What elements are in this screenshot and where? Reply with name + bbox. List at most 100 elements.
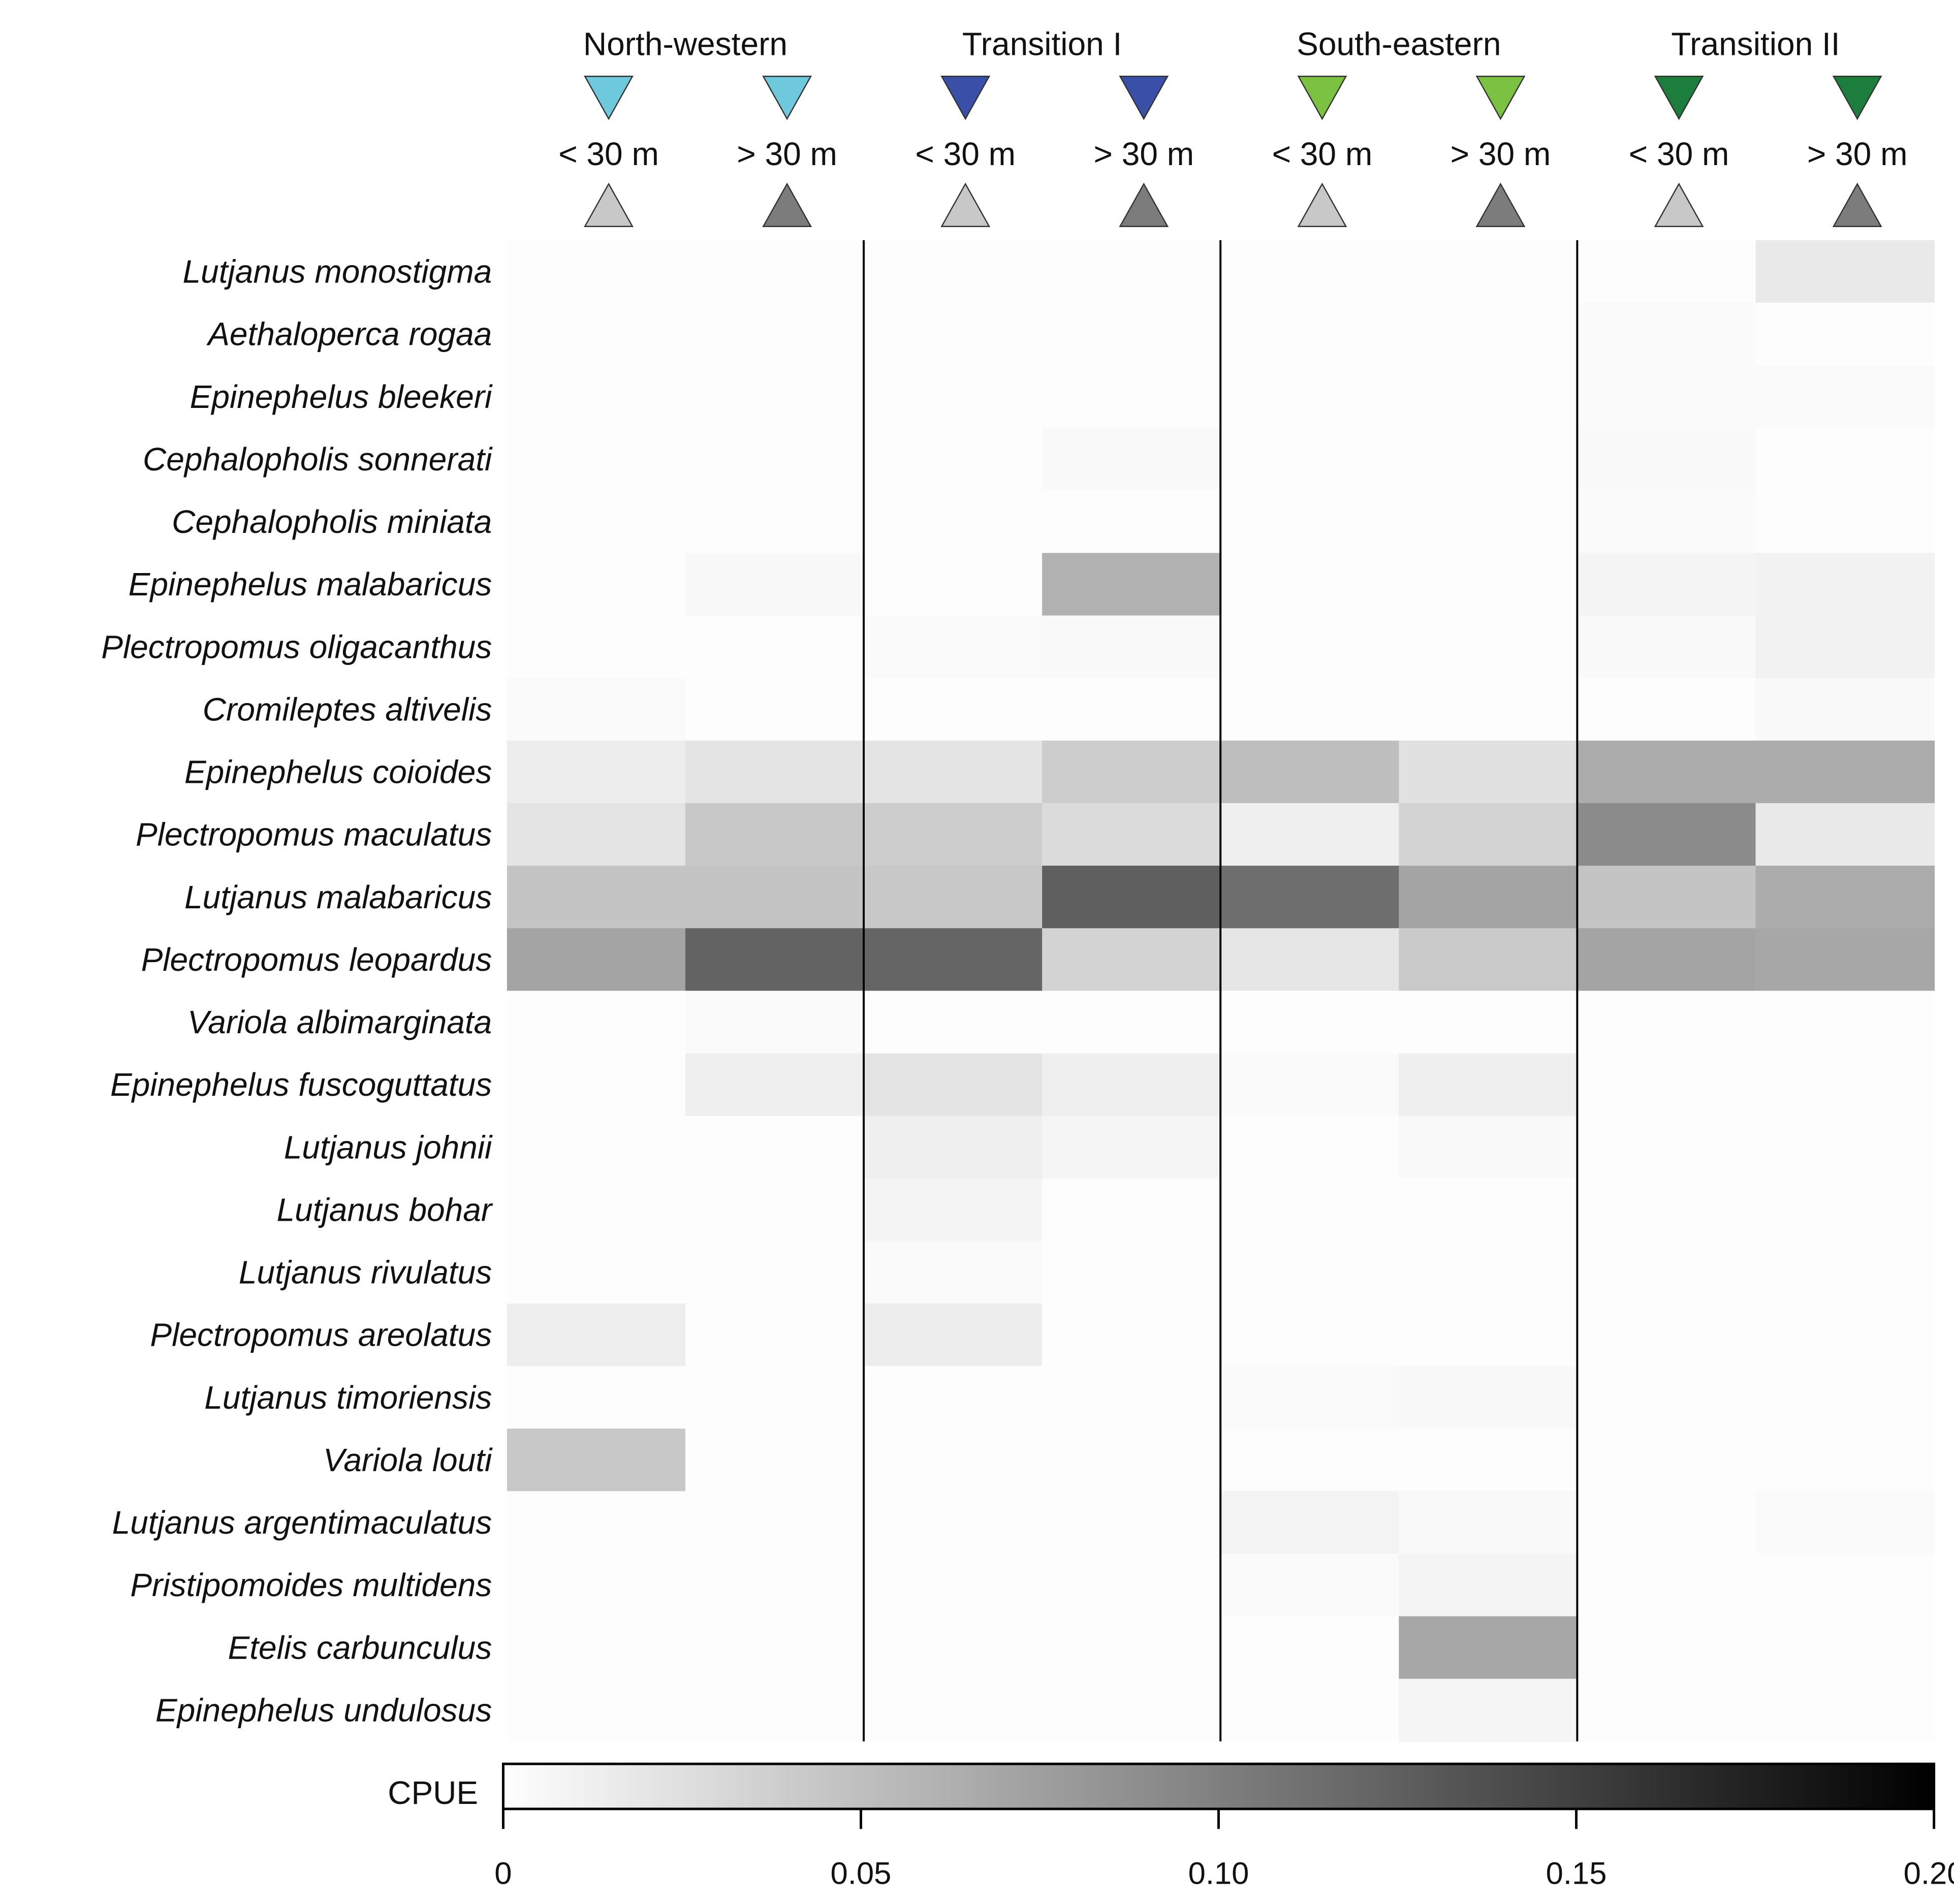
heatmap-cell-epinephelus-coioides-col2 <box>685 740 865 804</box>
heatmap-cell-cromileptes-altivelis-col4 <box>1042 678 1221 742</box>
heatmap-cell-plectropomus-areolatus-col7 <box>1577 1303 1756 1367</box>
heatmap-cell-variola-louti-col3 <box>864 1429 1043 1492</box>
heatmap-cell-variola-louti-col8 <box>1755 1429 1935 1492</box>
heatmap-cell-etelis-carbunculus-col2 <box>685 1616 865 1680</box>
heatmap-cell-lutjanus-argentimaculatus-col3 <box>864 1491 1043 1554</box>
heatmap-cell-plectropomus-areolatus-col5 <box>1220 1303 1400 1367</box>
heatmap-cell-epinephelus-malabaricus-col7 <box>1577 553 1756 617</box>
heatmap-cell-lutjanus-johnii-col6 <box>1399 1116 1578 1180</box>
heatmap-cell-cephalopholis-sonnerati-col5 <box>1220 428 1400 491</box>
species-label: Variola louti <box>323 1442 493 1478</box>
heatmap-cell-lutjanus-johnii-col3 <box>864 1116 1043 1180</box>
heatmap-cell-lutjanus-johnii-col4 <box>1042 1116 1221 1180</box>
species-label: Variola albimarginata <box>187 1004 492 1040</box>
heatmap-cell-lutjanus-monostigma-col2 <box>685 240 865 304</box>
region-marker-icon <box>1475 75 1526 120</box>
heatmap-cell-lutjanus-rivulatus-col5 <box>1220 1241 1400 1305</box>
heatmap-cell-cephalopholis-sonnerati-col3 <box>864 428 1043 491</box>
heatmap-cell-lutjanus-rivulatus-col2 <box>685 1241 865 1305</box>
heatmap-cell-lutjanus-johnii-col1 <box>507 1116 686 1180</box>
heatmap-cell-cephalopholis-sonnerati-col6 <box>1399 428 1578 491</box>
region-marker-icon <box>762 75 812 120</box>
heatmap-cell-epinephelus-undulosus-col2 <box>685 1678 865 1742</box>
species-label: Pristipomoides multidens <box>130 1567 492 1603</box>
heatmap-cell-lutjanus-argentimaculatus-col1 <box>507 1491 686 1554</box>
heatmap-cell-variola-albimarginata-col8 <box>1755 991 1935 1054</box>
species-label: Plectropomus areolatus <box>150 1317 492 1353</box>
region-marker-icon <box>1654 75 1704 120</box>
heatmap-cell-variola-louti-col6 <box>1399 1429 1578 1492</box>
heatmap-cell-epinephelus-coioides-col8 <box>1755 740 1935 804</box>
heatmap-cell-plectropomus-oligacanthus-col1 <box>507 615 686 679</box>
heatmap-cell-pristipomoides-multidens-col5 <box>1220 1553 1400 1617</box>
heatmap-cell-lutjanus-timoriensis-col4 <box>1042 1366 1221 1430</box>
heatmap-cell-cephalopholis-sonnerati-col4 <box>1042 428 1221 491</box>
heatmap-cell-epinephelus-fuscoguttatus-col2 <box>685 1053 865 1117</box>
heatmap-cell-plectropomus-maculatus-col3 <box>864 803 1043 867</box>
heatmap-cell-lutjanus-malabaricus-col4 <box>1042 866 1221 929</box>
heatmap-cell-lutjanus-rivulatus-col8 <box>1755 1241 1935 1305</box>
heatmap-cell-plectropomus-areolatus-col4 <box>1042 1303 1221 1367</box>
heatmap-cell-epinephelus-coioides-col4 <box>1042 740 1221 804</box>
heatmap-cell-plectropomus-oligacanthus-col3 <box>864 615 1043 679</box>
species-label: Lutjanus johnii <box>284 1129 493 1165</box>
heatmap-cell-plectropomus-areolatus-col6 <box>1399 1303 1578 1367</box>
heatmap-cell-epinephelus-bleekeri-col1 <box>507 365 686 429</box>
heatmap-cell-plectropomus-leopardus-col8 <box>1755 928 1935 992</box>
heatmap-cell-epinephelus-fuscoguttatus-col4 <box>1042 1053 1221 1117</box>
heatmap-cell-aethaloperca-rogaa-col5 <box>1220 302 1400 366</box>
heatmap-cell-plectropomus-maculatus-col1 <box>507 803 686 867</box>
depth-label: > 30 m <box>1451 136 1551 172</box>
species-label: Epinephelus bleekeri <box>190 378 493 415</box>
heatmap-cell-cephalopholis-miniata-col5 <box>1220 490 1400 554</box>
heatmap-cell-lutjanus-timoriensis-col6 <box>1399 1366 1578 1430</box>
heatmap-cell-etelis-carbunculus-col7 <box>1577 1616 1756 1680</box>
heatmap-cell-lutjanus-malabaricus-col8 <box>1755 866 1935 929</box>
heatmap-cell-epinephelus-malabaricus-col2 <box>685 553 865 617</box>
heatmap-cell-lutjanus-johnii-col5 <box>1220 1116 1400 1180</box>
heatmap-cell-variola-albimarginata-col7 <box>1577 991 1756 1054</box>
heatmap-cell-cephalopholis-miniata-col2 <box>685 490 865 554</box>
heatmap-cell-epinephelus-malabaricus-col6 <box>1399 553 1578 617</box>
heatmap-cell-cromileptes-altivelis-col2 <box>685 678 865 742</box>
depth-marker-icon <box>762 182 812 227</box>
heatmap-cell-variola-albimarginata-col3 <box>864 991 1043 1054</box>
depth-label: < 30 m <box>915 136 1016 172</box>
heatmap-cell-epinephelus-fuscoguttatus-col1 <box>507 1053 686 1117</box>
heatmap-cell-epinephelus-undulosus-col6 <box>1399 1678 1578 1742</box>
species-label: Lutjanus rivulatus <box>239 1254 492 1291</box>
heatmap-cell-epinephelus-coioides-col7 <box>1577 740 1756 804</box>
heatmap-cell-etelis-carbunculus-col4 <box>1042 1616 1221 1680</box>
heatmap-cell-pristipomoides-multidens-col4 <box>1042 1553 1221 1617</box>
heatmap-cell-pristipomoides-multidens-col8 <box>1755 1553 1935 1617</box>
heatmap-cell-lutjanus-timoriensis-col1 <box>507 1366 686 1430</box>
depth-marker-icon <box>584 182 634 227</box>
region-dividers <box>863 240 1579 1741</box>
region-marker-icon <box>584 75 634 120</box>
heatmap-cell-plectropomus-leopardus-col5 <box>1220 928 1400 992</box>
heatmap-cell-lutjanus-argentimaculatus-col5 <box>1220 1491 1400 1554</box>
heatmap-cell-cromileptes-altivelis-col8 <box>1755 678 1935 742</box>
heatmap-cell-aethaloperca-rogaa-col8 <box>1755 302 1935 366</box>
species-label: Etelis carbunculus <box>228 1629 492 1666</box>
heatmap-cell-aethaloperca-rogaa-col7 <box>1577 302 1756 366</box>
heatmap-cell-cephalopholis-sonnerati-col1 <box>507 428 686 491</box>
heatmap-cell-epinephelus-bleekeri-col6 <box>1399 365 1578 429</box>
heatmap-cell-cromileptes-altivelis-col1 <box>507 678 686 742</box>
species-label: Aethaloperca rogaa <box>206 316 492 353</box>
heatmap-cell-lutjanus-argentimaculatus-col7 <box>1577 1491 1756 1554</box>
heatmap-cell-plectropomus-maculatus-col2 <box>685 803 865 867</box>
heatmap-cell-variola-albimarginata-col2 <box>685 991 865 1054</box>
heatmap-cell-cephalopholis-miniata-col6 <box>1399 490 1578 554</box>
heatmap-cell-cromileptes-altivelis-col7 <box>1577 678 1756 742</box>
colorbar-label: CPUE <box>388 1774 478 1811</box>
heatmap-cell-lutjanus-timoriensis-col8 <box>1755 1366 1935 1430</box>
heatmap-cell-lutjanus-bohar-col8 <box>1755 1178 1935 1242</box>
heatmap-cell-lutjanus-monostigma-col5 <box>1220 240 1400 304</box>
heatmap-cell-epinephelus-malabaricus-col4 <box>1042 553 1221 617</box>
heatmap-cell-lutjanus-malabaricus-col6 <box>1399 866 1578 929</box>
heatmap-cell-plectropomus-areolatus-col8 <box>1755 1303 1935 1367</box>
species-label: Epinephelus undulosus <box>155 1692 492 1728</box>
heatmap-cell-variola-louti-col1 <box>507 1429 686 1492</box>
